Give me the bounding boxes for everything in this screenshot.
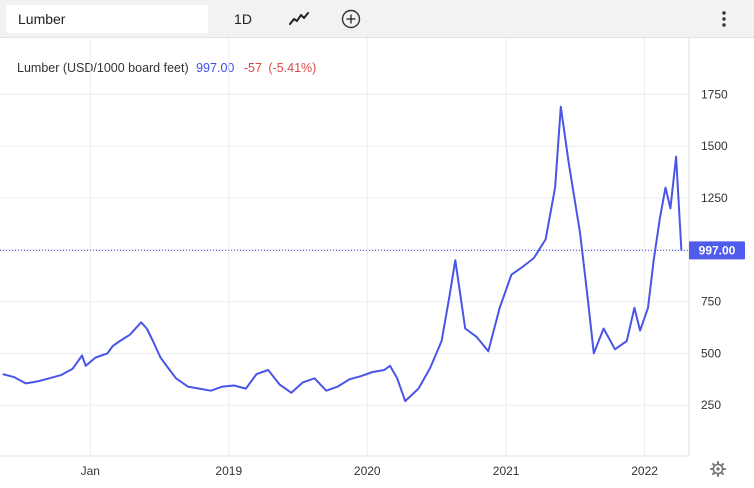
gear-icon [710, 461, 726, 477]
legend-change-percent: (-5.41%) [268, 61, 317, 75]
legend-symbol-name: Lumber (USD/1000 board feet) [17, 61, 189, 75]
chart-type-button[interactable] [284, 6, 314, 32]
legend-change: -57 [243, 61, 262, 75]
time-axis[interactable]: Jan 2019 2020 2021 2022 [81, 464, 659, 478]
y-tick-label: 750 [701, 295, 721, 309]
y-tick-label: 1750 [701, 87, 728, 101]
chart-grid [0, 38, 689, 456]
line-chart-icon [289, 12, 309, 25]
x-tick-label: 2021 [493, 464, 520, 478]
settings-button[interactable] [710, 461, 726, 477]
plus-circle-icon [341, 9, 361, 29]
price-series-line [2, 105, 683, 403]
y-tick-label: 500 [701, 346, 721, 360]
y-tick-label: 1000 [701, 243, 728, 257]
y-tick-label: 1250 [701, 191, 728, 205]
compare-button[interactable] [338, 6, 364, 32]
more-vertical-icon [722, 11, 726, 27]
x-tick-label: Jan [81, 464, 100, 478]
chart-legend: Lumber (USD/1000 board feet) 997.00 -57 … [17, 61, 316, 75]
y-tick-label: 250 [701, 398, 721, 412]
price-axis[interactable]: 250 500 750 1000 1250 1500 1750 [701, 87, 728, 412]
x-tick-label: 2022 [631, 464, 658, 478]
x-tick-label: 2020 [354, 464, 381, 478]
interval-button[interactable]: 1D [234, 11, 252, 27]
x-tick-label: 2019 [215, 464, 242, 478]
legend-last-price: 997.00 [196, 61, 235, 75]
symbol-search-input[interactable]: Lumber [6, 5, 208, 33]
y-tick-label: 1500 [701, 139, 728, 153]
more-menu-button[interactable] [714, 6, 734, 32]
current-price-tag: 997.00 [689, 241, 745, 260]
chart-toolbar: Lumber 1D [0, 0, 754, 38]
current-price-tag-label: 997.00 [699, 243, 736, 257]
